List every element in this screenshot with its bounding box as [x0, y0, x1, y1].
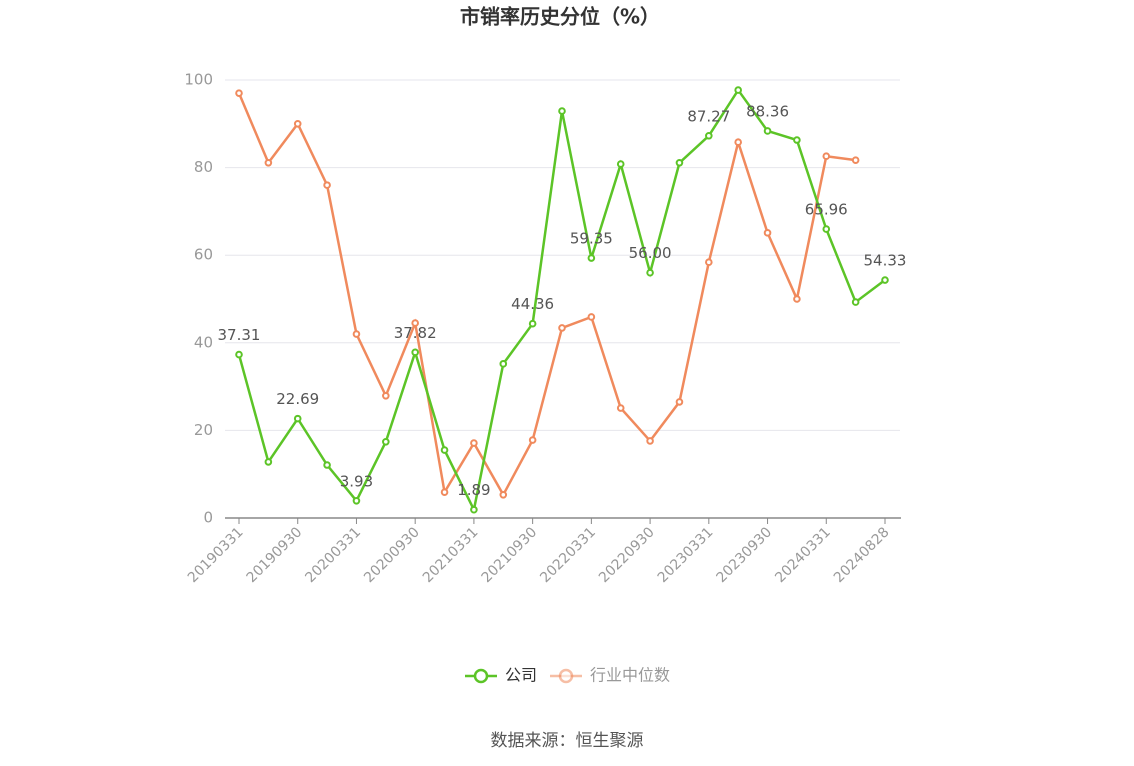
point-marker: [382, 437, 390, 446]
x-tick-label: 20240828: [831, 524, 893, 586]
y-tick-label: 40: [194, 333, 213, 351]
y-tick-label: 60: [194, 246, 213, 264]
x-tick-label: 20240331: [772, 524, 834, 586]
y-tick-label: 100: [184, 71, 213, 89]
point-marker: [646, 437, 654, 445]
x-tick-label: 20220930: [596, 524, 658, 586]
data-label: 56.00: [629, 244, 672, 262]
x-tick-label: 20190930: [244, 524, 306, 586]
point-marker: [881, 276, 889, 284]
point-marker: [646, 268, 654, 277]
point-marker: [587, 254, 596, 262]
x-tick-label: 20210930: [479, 524, 541, 586]
point-marker: [734, 138, 742, 146]
point-marker: [763, 127, 772, 135]
point-marker: [264, 158, 273, 167]
point-marker: [440, 488, 449, 496]
data-label: 54.33: [864, 252, 907, 270]
point-marker: [382, 391, 390, 400]
series-line: [237, 92, 856, 498]
legend-label: 公司: [505, 666, 537, 685]
point-marker: [822, 152, 831, 161]
data-label: 44.36: [511, 295, 554, 313]
point-marker: [616, 160, 625, 168]
point-marker: [558, 324, 566, 332]
series-line: [237, 87, 886, 514]
point-marker: [528, 436, 537, 444]
data-label: 88.36: [746, 102, 789, 120]
data-label: 65.96: [805, 201, 848, 219]
point-marker: [323, 181, 331, 189]
point-marker: [734, 86, 742, 94]
data-label: 37.82: [394, 324, 437, 342]
point-marker: [705, 258, 713, 267]
point-marker: [235, 350, 243, 359]
point-marker: [352, 330, 361, 338]
x-tick-label: 20230331: [655, 524, 717, 586]
x-tick-label: 20200331: [302, 524, 364, 586]
point-marker: [675, 398, 684, 406]
data-label: 37.31: [218, 326, 261, 344]
point-marker: [793, 295, 801, 303]
data-label: 59.35: [570, 230, 613, 248]
point-marker: [440, 446, 449, 454]
x-tick-label: 20230930: [713, 524, 775, 586]
legend-icon: [473, 668, 489, 684]
y-tick-label: 80: [194, 158, 213, 176]
x-tick-label: 20190331: [185, 524, 247, 586]
data-label: 3.93: [340, 472, 373, 490]
point-marker: [352, 496, 361, 505]
point-marker: [323, 461, 331, 469]
data-label: 1.89: [457, 481, 490, 499]
x-tick-label: 20210331: [420, 524, 482, 586]
point-marker: [470, 505, 478, 514]
point-marker: [851, 156, 860, 164]
chart-title: 市销率历史分位（%）: [460, 5, 660, 29]
y-tick-label: 20: [194, 421, 213, 439]
point-marker: [851, 298, 860, 306]
point-marker: [264, 458, 273, 466]
point-marker: [293, 414, 302, 423]
point-marker: [293, 120, 302, 128]
point-marker: [411, 348, 419, 357]
point-marker: [705, 131, 713, 140]
legend-icon: [558, 668, 574, 684]
data-label: 87.27: [687, 107, 730, 125]
point-marker: [558, 107, 566, 115]
point-marker: [763, 229, 772, 237]
point-marker: [411, 319, 419, 327]
point-marker: [822, 225, 831, 233]
point-marker: [470, 439, 478, 447]
data-label: 22.69: [276, 390, 319, 408]
point-marker: [616, 404, 625, 412]
point-marker: [528, 319, 537, 328]
point-marker: [499, 360, 508, 368]
point-marker: [675, 158, 684, 167]
y-tick-label: 0: [203, 509, 213, 527]
point-marker: [587, 313, 596, 321]
point-marker: [499, 490, 508, 499]
x-tick-label: 20200930: [361, 524, 423, 586]
x-tick-label: 20220331: [537, 524, 599, 586]
point-marker: [793, 136, 801, 144]
legend-label: 行业中位数: [590, 666, 670, 685]
source-note: 数据来源：恒生聚源: [491, 731, 644, 751]
point-marker: [235, 89, 243, 97]
